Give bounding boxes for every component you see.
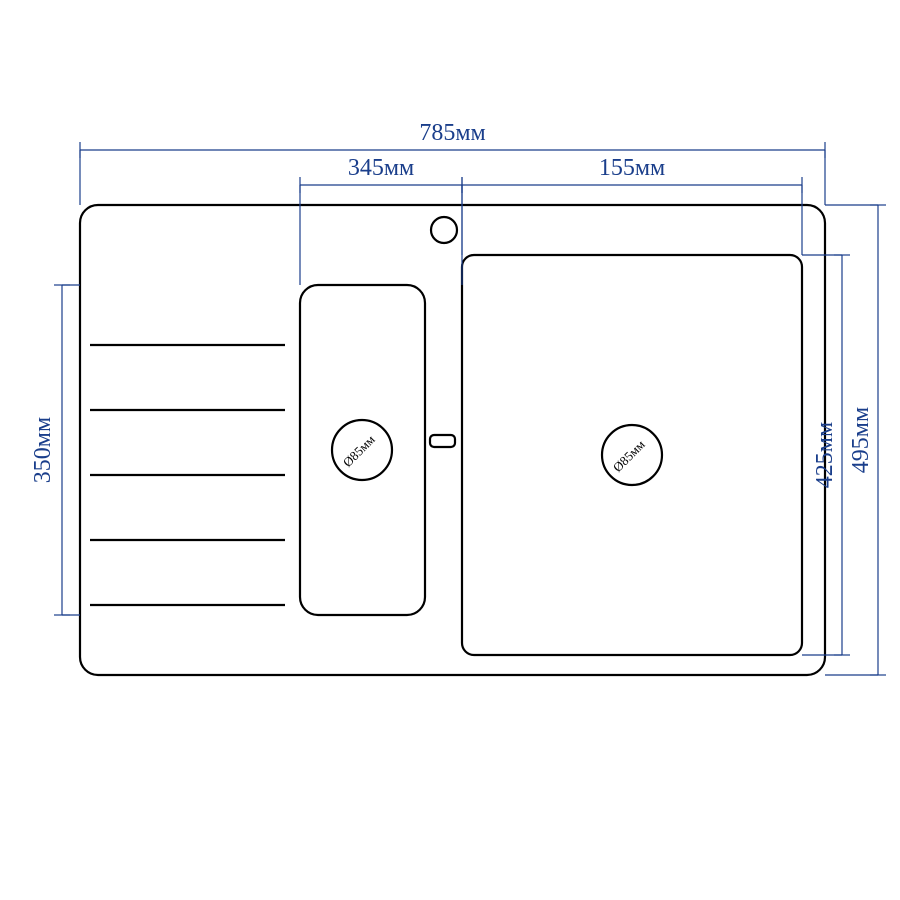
- svg-text:Ø85мм: Ø85мм: [340, 432, 378, 470]
- svg-text:155мм: 155мм: [599, 155, 665, 181]
- svg-text:425мм: 425мм: [812, 422, 838, 488]
- svg-text:495мм: 495мм: [848, 407, 874, 473]
- svg-text:350мм: 350мм: [30, 417, 56, 483]
- svg-text:345мм: 345мм: [348, 155, 414, 181]
- svg-text:785мм: 785мм: [419, 120, 485, 146]
- svg-text:Ø85мм: Ø85мм: [610, 437, 648, 475]
